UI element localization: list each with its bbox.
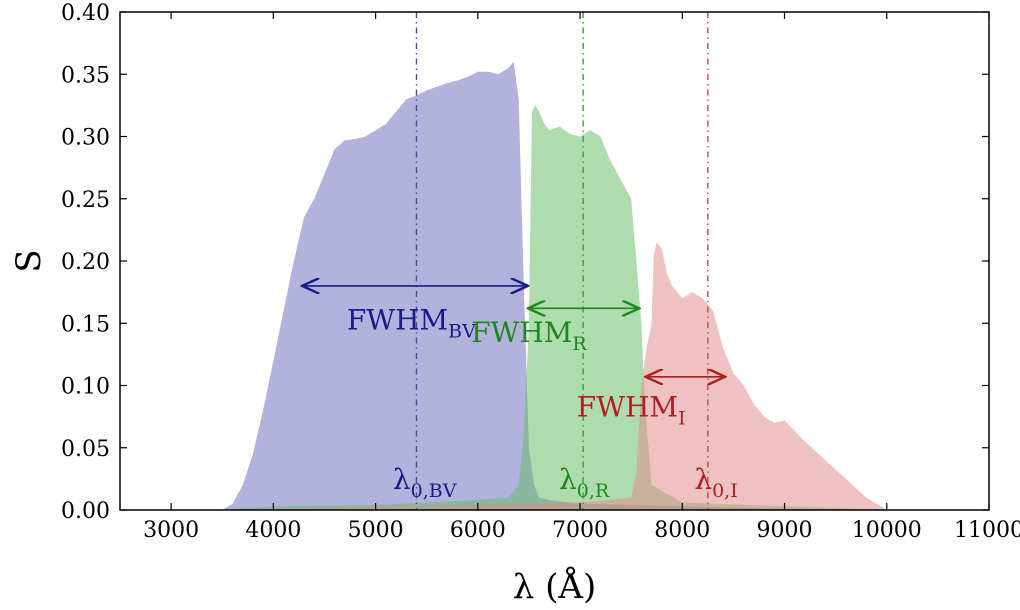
x-tick-label: 4000: [245, 518, 301, 543]
y-tick-label: 0.30: [61, 126, 110, 151]
fwhm-arrows: [302, 286, 725, 377]
series-area-2: [222, 242, 887, 511]
annotation-2: FWHMI: [577, 391, 686, 430]
y-tick-label: 0.15: [61, 312, 110, 337]
y-axis-ticks: 0.00 0.05 0.10 0.15 0.20 0.25 0.30 0.35 0.40: [61, 1, 989, 524]
y-tick-label: 0.05: [61, 437, 110, 462]
x-tick-label: 6000: [450, 518, 506, 543]
annotation-1: FWHMR: [471, 316, 587, 355]
series-area-0: [222, 61, 887, 511]
x-tick-label: 3000: [143, 518, 199, 543]
x-axis-label: λ (Å): [513, 566, 596, 607]
x-tick-label: 5000: [348, 518, 404, 543]
y-tick-label: 0.25: [61, 188, 110, 213]
y-tick-label: 0.35: [61, 63, 110, 88]
x-tick-label: 11000: [954, 518, 1020, 543]
y-tick-label: 0.00: [61, 499, 110, 524]
x-tick-label: 10000: [852, 518, 922, 543]
x-tick-label: 7000: [552, 518, 608, 543]
y-axis-label: S: [9, 249, 49, 272]
x-tick-label: 9000: [757, 518, 813, 543]
center-wavelength-lines: [415, 12, 709, 510]
annotation-0: FWHMBV: [347, 303, 476, 342]
y-tick-label: 0.10: [61, 375, 110, 400]
x-axis-ticks: 3000 4000 5000 6000 7000 8000 9000 10000 11000: [143, 12, 1020, 543]
annotation-4: λ0,R: [559, 463, 610, 502]
y-tick-label: 0.20: [61, 250, 110, 275]
y-tick-label: 0.40: [61, 1, 110, 26]
x-tick-label: 8000: [654, 518, 710, 543]
annotation-5: λ0,I: [694, 463, 737, 502]
annotation-3: λ0,BV: [393, 463, 457, 502]
